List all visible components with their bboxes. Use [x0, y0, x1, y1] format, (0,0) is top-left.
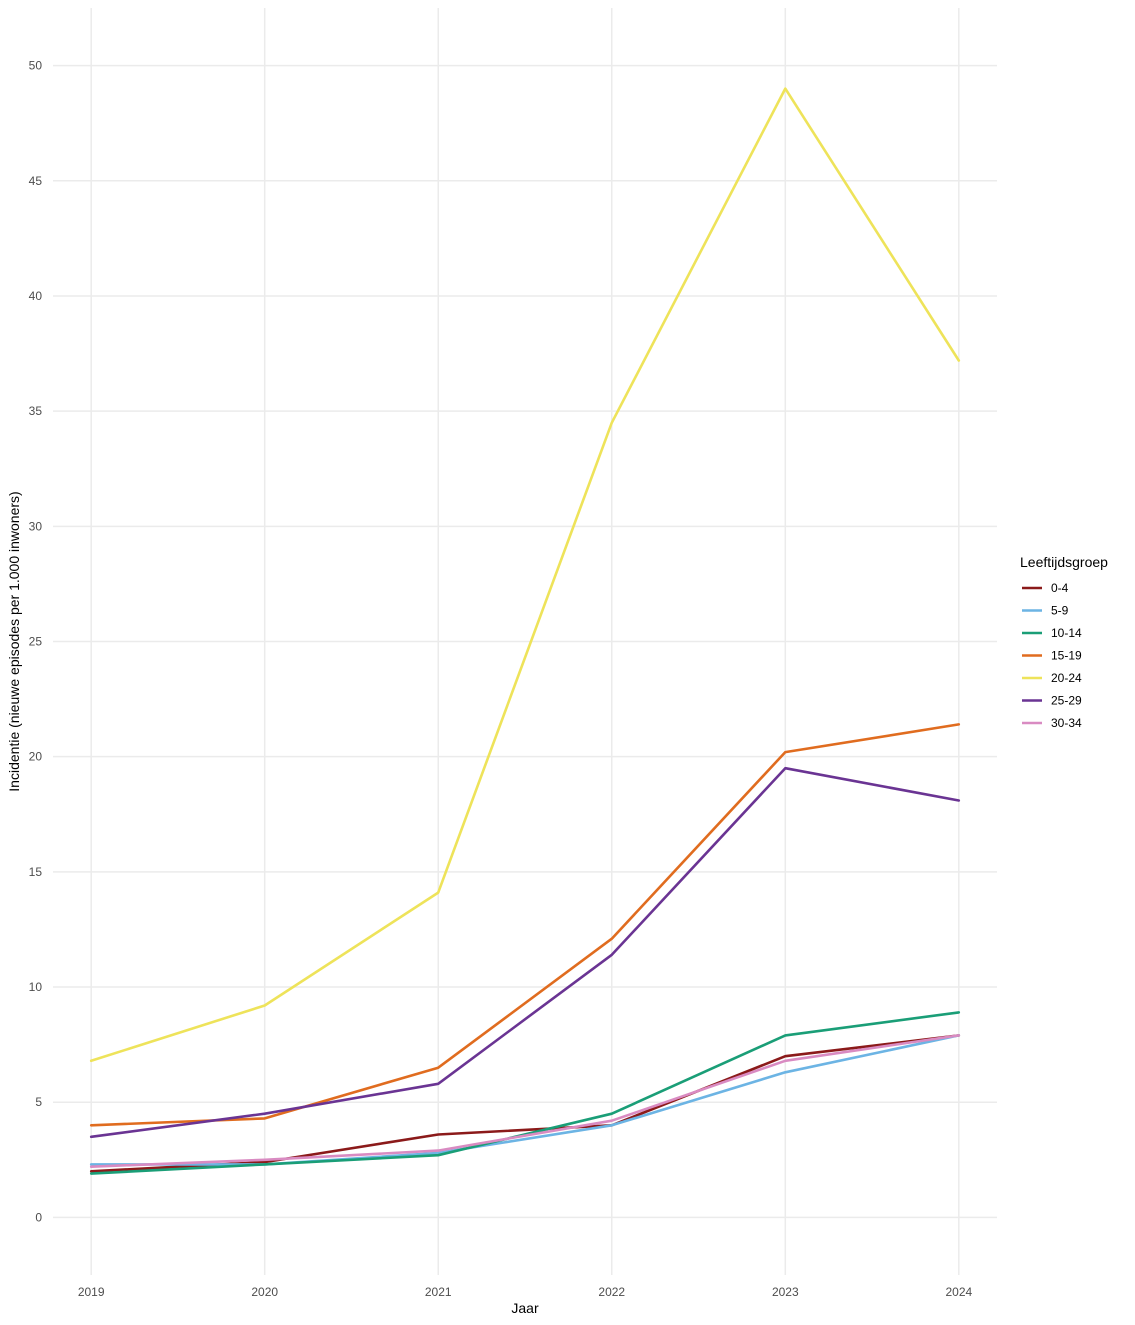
- series-line-30-34: [89, 1034, 961, 1168]
- legend-title: Leeftijdsgroep: [1020, 554, 1108, 570]
- legend-label-20-24: 20-24: [1051, 671, 1082, 685]
- x-tick-label: 2023: [772, 1285, 799, 1299]
- y-gridlines: [53, 64, 997, 1219]
- y-tick-label: 20: [29, 750, 43, 764]
- legend-label-10-14: 10-14: [1051, 626, 1082, 640]
- x-tick-label: 2022: [598, 1285, 625, 1299]
- y-tick-label: 25: [29, 635, 43, 649]
- y-tick-label: 40: [29, 289, 43, 303]
- x-tick-label: 2020: [251, 1285, 278, 1299]
- series-line-5-9: [89, 1034, 961, 1166]
- series-lines: [89, 87, 961, 1175]
- x-tick-label: 2019: [78, 1285, 105, 1299]
- y-tick-label: 5: [35, 1095, 42, 1109]
- legend-label-30-34: 30-34: [1051, 716, 1082, 730]
- x-tick-label: 2024: [945, 1285, 972, 1299]
- y-tick-label: 15: [29, 865, 43, 879]
- series-line-25-29: [89, 766, 961, 1139]
- legend-label-5-9: 5-9: [1051, 604, 1069, 618]
- legend-label-25-29: 25-29: [1051, 694, 1082, 708]
- x-tick-label: 2021: [425, 1285, 452, 1299]
- y-tick-labels: 0 5 10 15 20 25 30 35 40 45 50: [29, 59, 43, 1225]
- series-line-0-4: [89, 1034, 961, 1173]
- series-line-15-19: [89, 723, 961, 1127]
- y-tick-label: 35: [29, 404, 43, 418]
- y-tick-label: 30: [29, 519, 43, 533]
- y-tick-label: 45: [29, 174, 43, 188]
- y-axis-title: Incidentie (nieuwe episodes per 1.000 in…: [6, 491, 22, 791]
- legend: Leeftijdsgroep 0-4 5-9 10-14 15-19 20-24 25-2…: [1020, 554, 1108, 730]
- y-tick-label: 50: [29, 59, 43, 73]
- x-gridlines: [90, 8, 960, 1275]
- legend-label-15-19: 15-19: [1051, 649, 1082, 663]
- x-axis-title: Jaar: [511, 1300, 539, 1316]
- series-line-20-24: [89, 87, 961, 1063]
- legend-items: 0-4 5-9 10-14 15-19 20-24 25-29 30-34: [1022, 581, 1082, 730]
- y-tick-label: 0: [35, 1210, 42, 1224]
- x-tick-labels: 2019 2020 2021 2022 2023 2024: [78, 1285, 973, 1299]
- legend-label-0-4: 0-4: [1051, 581, 1069, 595]
- y-tick-label: 10: [29, 980, 43, 994]
- series-line-10-14: [89, 1011, 961, 1175]
